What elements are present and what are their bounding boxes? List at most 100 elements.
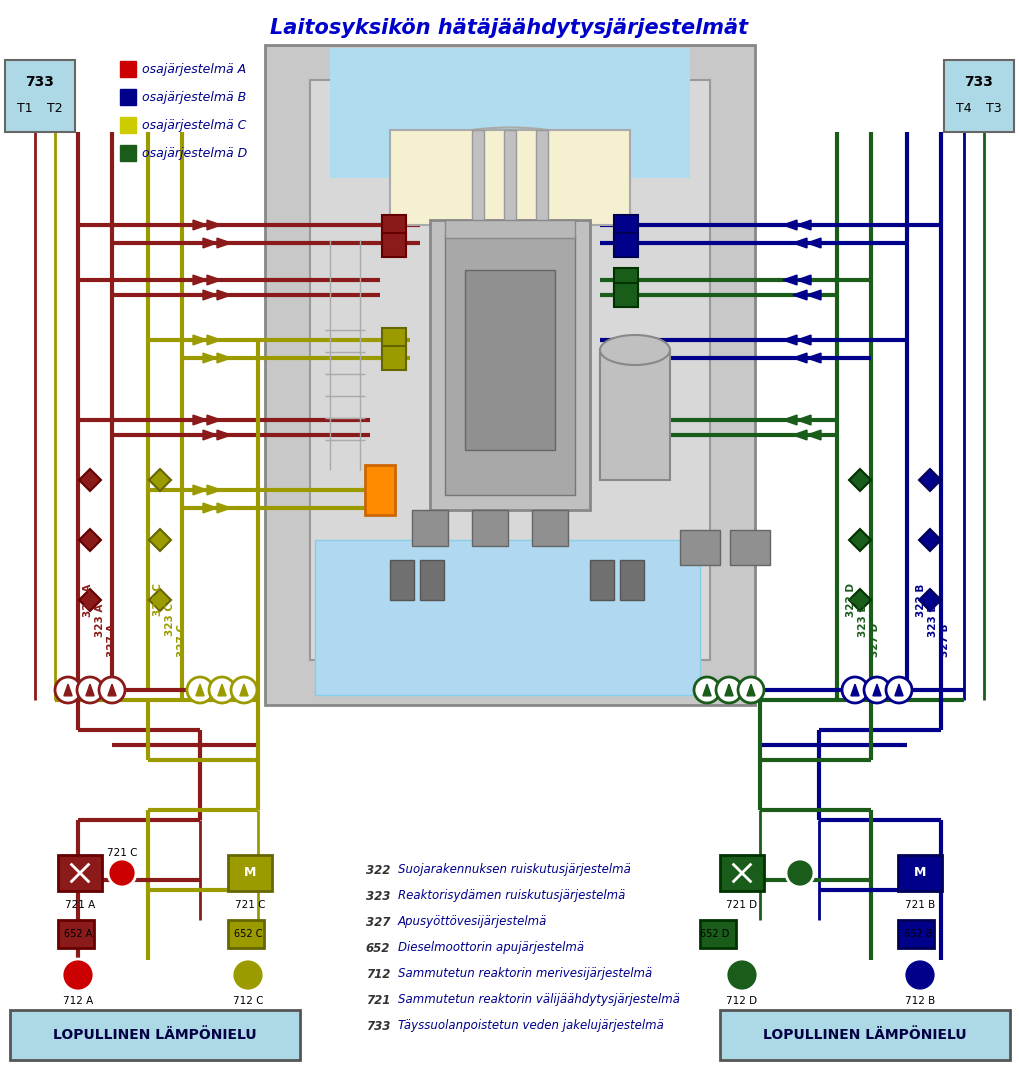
Bar xyxy=(536,130,548,225)
Ellipse shape xyxy=(600,335,671,365)
Bar xyxy=(430,220,590,510)
Text: Täyssuolanpoistetun veden jakelujärjestelmä: Täyssuolanpoistetun veden jakelujärjeste… xyxy=(398,1019,663,1032)
Bar xyxy=(265,45,755,705)
Bar xyxy=(614,233,638,257)
Polygon shape xyxy=(390,175,630,220)
Polygon shape xyxy=(807,430,821,440)
Polygon shape xyxy=(747,684,755,695)
Bar xyxy=(228,855,272,891)
Polygon shape xyxy=(193,335,207,345)
Polygon shape xyxy=(207,335,221,345)
Bar xyxy=(10,1010,300,1060)
Text: Apusyöttövesijärjestelmä: Apusyöttövesijärjestelmä xyxy=(398,916,547,929)
Text: 323 B: 323 B xyxy=(928,603,938,637)
Polygon shape xyxy=(207,415,221,425)
Polygon shape xyxy=(217,430,231,440)
Circle shape xyxy=(738,677,764,703)
Polygon shape xyxy=(218,684,226,695)
Text: LOPULLINEN LÄMPÖNIELU: LOPULLINEN LÄMPÖNIELU xyxy=(53,1028,257,1042)
Polygon shape xyxy=(217,354,231,363)
Text: Sammutetun reaktorin merivesijärjestelmä: Sammutetun reaktorin merivesijärjestelmä xyxy=(398,967,652,981)
Bar xyxy=(228,920,264,948)
Bar xyxy=(315,540,700,695)
Polygon shape xyxy=(239,684,248,695)
Text: Dieselmoottorin apujärjestelmä: Dieselmoottorin apujärjestelmä xyxy=(398,941,584,954)
Polygon shape xyxy=(783,335,797,345)
Bar xyxy=(382,215,406,239)
Bar xyxy=(382,233,406,257)
Polygon shape xyxy=(919,529,941,551)
Text: 712: 712 xyxy=(366,967,390,981)
Text: 733: 733 xyxy=(25,75,54,89)
Bar xyxy=(700,920,736,948)
Circle shape xyxy=(209,677,235,703)
Bar xyxy=(382,346,406,370)
Text: 652 C: 652 C xyxy=(233,929,262,939)
Bar xyxy=(420,560,444,600)
Text: 327 A: 327 A xyxy=(107,623,117,657)
Polygon shape xyxy=(86,684,94,695)
Text: 712 A: 712 A xyxy=(63,996,93,1006)
Bar xyxy=(944,60,1014,132)
Text: Laitosyksikön hätäjäähdytysjärjestelmät: Laitosyksikön hätäjäähdytysjärjestelmät xyxy=(270,18,748,38)
Polygon shape xyxy=(149,469,171,491)
Text: 721 B: 721 B xyxy=(905,900,935,910)
Bar xyxy=(120,89,136,105)
Polygon shape xyxy=(203,354,217,363)
Bar xyxy=(120,117,136,133)
Text: Reaktorisydämen ruiskutusjärjestelmä: Reaktorisydämen ruiskutusjärjestelmä xyxy=(398,889,626,902)
Circle shape xyxy=(77,677,103,703)
Circle shape xyxy=(232,958,264,992)
Circle shape xyxy=(726,958,758,992)
Circle shape xyxy=(886,677,912,703)
Bar xyxy=(532,510,568,546)
Text: 733: 733 xyxy=(965,75,994,89)
Bar xyxy=(614,283,638,307)
Polygon shape xyxy=(919,589,941,611)
Circle shape xyxy=(231,677,257,703)
Bar xyxy=(58,920,94,948)
Bar xyxy=(720,1010,1010,1060)
Bar xyxy=(504,130,516,225)
Circle shape xyxy=(99,677,125,703)
Bar xyxy=(310,80,710,660)
Circle shape xyxy=(62,958,94,992)
Circle shape xyxy=(694,677,720,703)
Text: 721 C: 721 C xyxy=(234,900,265,910)
Polygon shape xyxy=(807,239,821,248)
Polygon shape xyxy=(193,275,207,285)
Bar xyxy=(390,560,414,600)
Polygon shape xyxy=(793,430,807,440)
Bar xyxy=(680,530,720,566)
Text: 322 B: 322 B xyxy=(916,584,926,617)
Text: 327 C: 327 C xyxy=(177,623,187,656)
Bar xyxy=(382,328,406,353)
Circle shape xyxy=(864,677,890,703)
Text: 323: 323 xyxy=(366,889,390,902)
Bar xyxy=(898,855,942,891)
Text: 323 C: 323 C xyxy=(165,604,175,637)
Text: 712 C: 712 C xyxy=(232,996,263,1006)
Circle shape xyxy=(187,677,213,703)
Polygon shape xyxy=(807,290,821,300)
Text: osajärjestelmä B: osajärjestelmä B xyxy=(142,92,247,104)
Polygon shape xyxy=(895,684,903,695)
Circle shape xyxy=(904,958,936,992)
Polygon shape xyxy=(193,415,207,425)
Polygon shape xyxy=(703,684,711,695)
Bar xyxy=(720,855,764,891)
Polygon shape xyxy=(217,239,231,248)
Text: Suojarakennuksen ruiskutusjärjestelmä: Suojarakennuksen ruiskutusjärjestelmä xyxy=(398,864,631,876)
Polygon shape xyxy=(79,589,101,611)
Polygon shape xyxy=(203,503,217,513)
Bar xyxy=(614,268,638,292)
Polygon shape xyxy=(851,684,859,695)
Polygon shape xyxy=(797,220,811,230)
Polygon shape xyxy=(797,335,811,345)
Bar xyxy=(120,61,136,77)
Polygon shape xyxy=(793,290,807,300)
Polygon shape xyxy=(793,354,807,363)
Text: 322 D: 322 D xyxy=(846,583,856,617)
Polygon shape xyxy=(797,275,811,285)
Polygon shape xyxy=(193,220,207,230)
